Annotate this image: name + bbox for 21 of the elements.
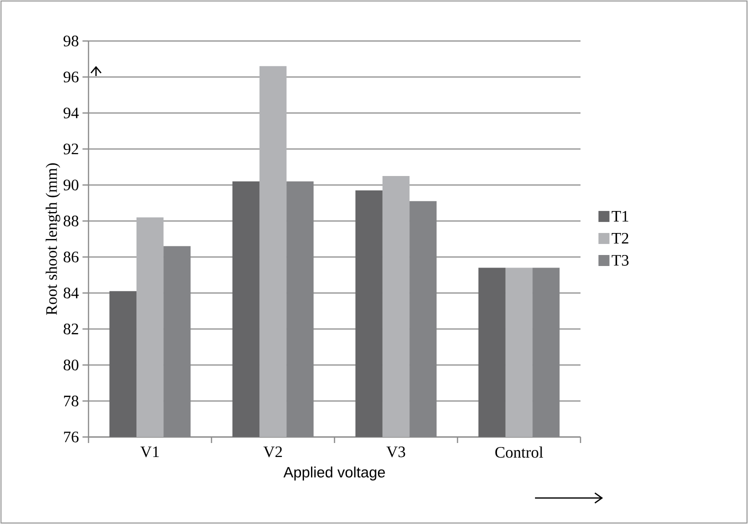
y-tick-label: 84 bbox=[64, 288, 79, 298]
y-tick-label: 98 bbox=[64, 36, 78, 46]
y-tick-label: 82 bbox=[64, 324, 78, 334]
y-tick-label: 96 bbox=[64, 72, 79, 82]
y-tick-label: 88 bbox=[64, 216, 78, 226]
legend-label: T1 bbox=[612, 210, 628, 222]
y-tick-label: 94 bbox=[64, 108, 79, 118]
x-tick-label: V3 bbox=[386, 446, 406, 458]
x-tick-label: V1 bbox=[140, 446, 159, 458]
y-tick-label: 86 bbox=[64, 252, 79, 262]
x-tick-label: Control bbox=[495, 446, 544, 458]
y-tick-label: 80 bbox=[64, 360, 78, 370]
y-axis-title: Root shoot length (mm) bbox=[46, 163, 60, 315]
legend-label: T2 bbox=[612, 232, 628, 244]
x-tick-label: V2 bbox=[263, 446, 282, 458]
y-tick-label: 78 bbox=[64, 396, 78, 406]
y-tick-label: 90 bbox=[64, 180, 78, 190]
x-axis-title: Applied voltage bbox=[283, 466, 385, 480]
y-tick-label: 92 bbox=[64, 144, 78, 154]
y-tick-label: 76 bbox=[64, 432, 79, 442]
legend-label: T3 bbox=[612, 254, 629, 266]
